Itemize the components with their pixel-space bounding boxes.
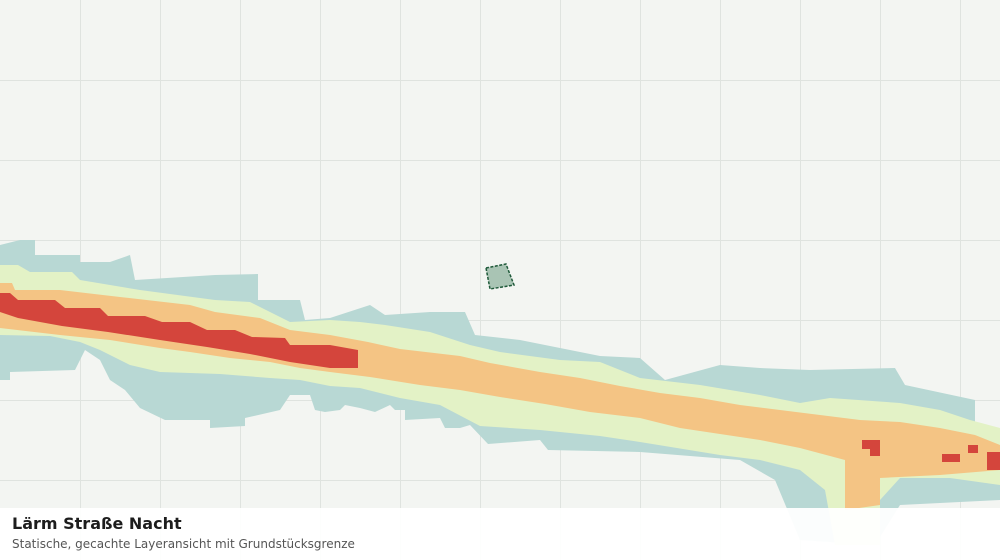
parcel-boundary[interactable] [485,263,516,290]
legend-footer: Lärm Straße Nacht Statische, gecachte La… [0,508,1000,560]
map-title: Lärm Straße Nacht [12,514,182,533]
noise-zone-very-high [0,293,1000,470]
map-subtitle: Statische, gecachte Layeransicht mit Gru… [12,537,355,551]
